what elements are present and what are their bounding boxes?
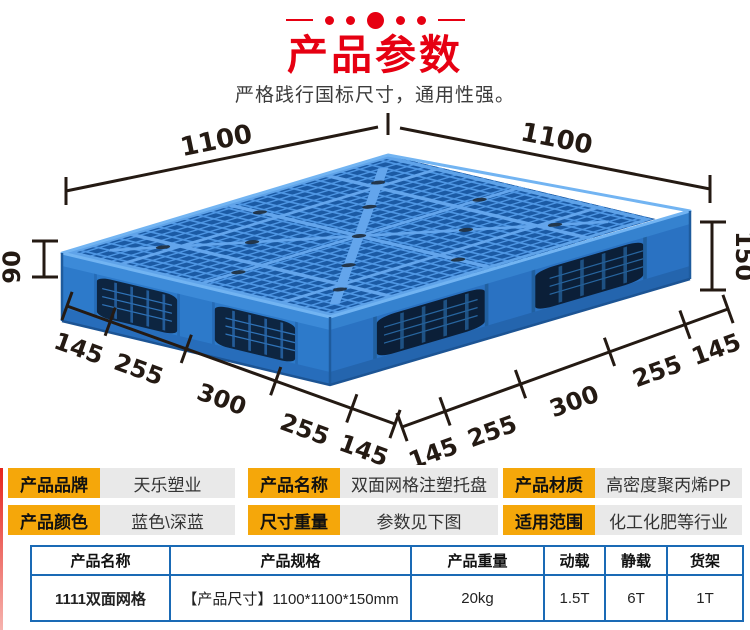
pallet-right-face [330, 211, 690, 385]
dimension-value: 145 [688, 328, 745, 371]
spec-label: 尺寸重量 [248, 505, 340, 535]
spec-value: 天乐塑业 [100, 468, 235, 498]
cell-weight: 20kg [410, 574, 545, 622]
spec-label: 产品品牌 [8, 468, 100, 498]
cell-spec: 【产品尺寸】1100*1100*150mm [169, 574, 412, 622]
pallet-corner-edges [60, 211, 692, 385]
dimension-value: 255 [276, 408, 333, 451]
col-header-rack-load: 货架 [666, 545, 744, 576]
header-decoration [0, 11, 750, 29]
dimension-value: 255 [629, 350, 686, 393]
spec-pair-size-weight: 尺寸重量 参数见下图 [248, 505, 498, 535]
dimension-value: 255 [110, 348, 167, 391]
spec-value: 双面网格注塑托盘 [340, 468, 498, 498]
deco-dot [324, 15, 334, 25]
top-deck-rivets [155, 180, 563, 292]
table-header-row: 产品名称 产品规格 产品重量 动载 静载 货架 [30, 545, 744, 576]
spec-value: 化工化肥等行业 [595, 505, 742, 535]
spec-value: 蓝色\深蓝 [100, 505, 235, 535]
page-title: 产品参数 [287, 32, 463, 78]
spec-label: 产品颜色 [8, 505, 100, 535]
spec-pair-material: 产品材质 高密度聚丙烯PP [503, 468, 742, 498]
pallet-top-deck [62, 154, 657, 318]
col-header-weight: 产品重量 [410, 545, 545, 576]
dimension-value: 300 [193, 378, 250, 421]
dimension-value: 150 [730, 231, 750, 281]
dimension-value: 255 [464, 410, 521, 453]
col-header-product-name: 产品名称 [30, 545, 171, 576]
col-header-static-load: 静载 [604, 545, 668, 576]
page-subtitle: 严格践行国标尺寸，通用性强。 [234, 85, 515, 106]
spec-pair-brand: 产品品牌 天乐塑业 [8, 468, 235, 498]
col-header-dynamic-load: 动载 [543, 545, 606, 576]
spec-label: 产品名称 [248, 468, 340, 498]
deco-dot [395, 15, 405, 25]
spec-pair-application: 适用范围 化工化肥等行业 [503, 505, 742, 535]
dimension-value: 145 [335, 429, 392, 465]
spec-value: 高密度聚丙烯PP [595, 468, 742, 498]
parameter-table: 产品名称 产品规格 产品重量 动载 静载 货架 1111双面网格 【产品尺寸】1… [30, 545, 744, 622]
spec-label: 产品材质 [503, 468, 595, 498]
dimension-value: 1100 [178, 119, 255, 163]
deco-line-left [285, 19, 313, 21]
cell-rack-load: 1T [666, 574, 744, 622]
deco-dot-large [366, 11, 384, 29]
deco-dot [345, 15, 355, 25]
dimension-value: 90 [0, 250, 26, 283]
table-row: 1111双面网格 【产品尺寸】1100*1100*150mm 20kg 1.5T… [30, 574, 744, 622]
dimension-height-right: 150 [700, 220, 750, 292]
pallet-bottom-edge [61, 277, 691, 387]
left-edge-red-strip [0, 468, 3, 630]
cell-product-name: 1111双面网格 [30, 574, 171, 622]
spec-label: 适用范围 [503, 505, 595, 535]
dimension-height-left: 90 [0, 239, 58, 284]
cell-dynamic-load: 1.5T [543, 574, 606, 622]
spec-pair-name: 产品名称 双面网格注塑托盘 [248, 468, 498, 498]
dimension-value: 145 [50, 327, 107, 370]
dimension-value: 300 [546, 380, 603, 423]
deco-dot [416, 15, 426, 25]
col-header-spec: 产品规格 [169, 545, 412, 576]
dimension-value: 145 [405, 432, 462, 465]
pallet-dimension-figure: 1100 1100 90 150 145 255 300 255 145 [0, 113, 750, 465]
spec-value: 参数见下图 [340, 505, 498, 535]
deco-line-right [437, 19, 465, 21]
spec-pair-color: 产品颜色 蓝色\深蓝 [8, 505, 235, 535]
cell-static-load: 6T [604, 574, 668, 622]
